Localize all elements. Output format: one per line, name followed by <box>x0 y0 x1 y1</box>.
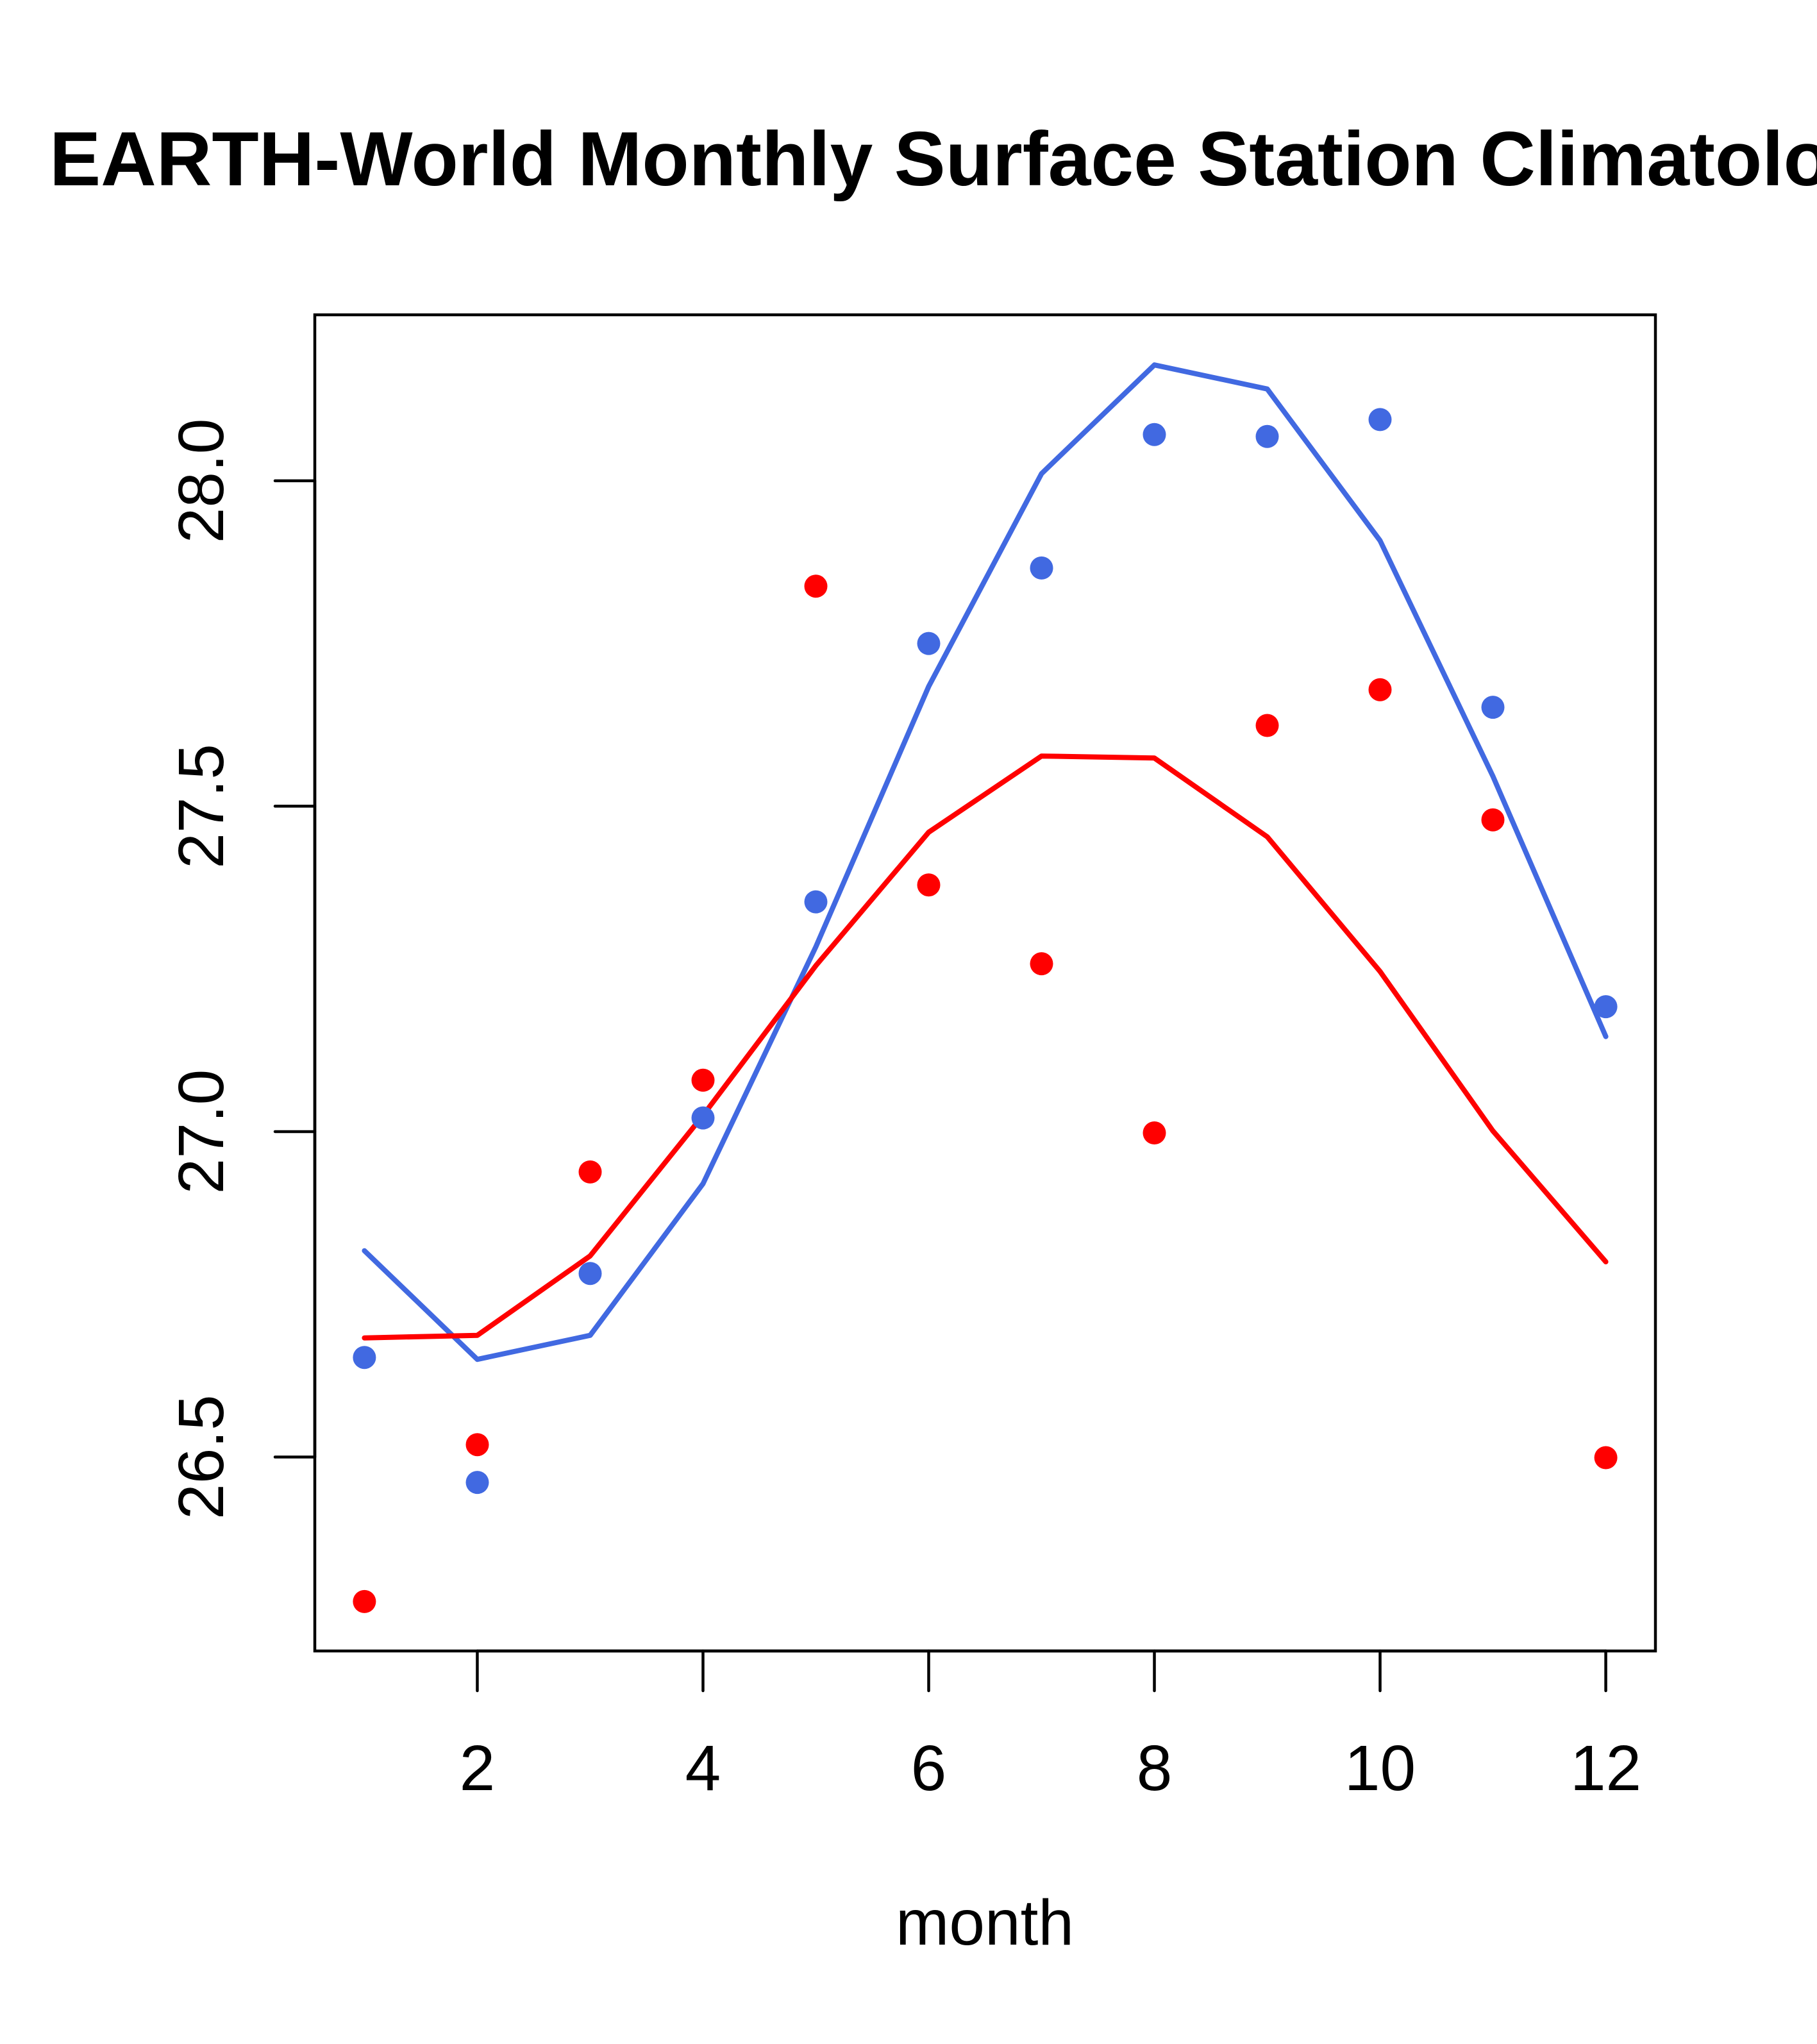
blue-point-11 <box>1481 696 1505 719</box>
blue-point-7 <box>1030 556 1053 580</box>
red-point-12 <box>1594 1446 1618 1470</box>
red-point-5 <box>804 574 828 598</box>
x-tick-label-6: 6 <box>911 1732 947 1804</box>
x-tick-label-2: 2 <box>460 1732 496 1804</box>
blue-point-9 <box>1255 424 1279 448</box>
y-axis: 26.5 27.0 27.5 28.0 <box>165 419 317 1520</box>
x-tick-label-4: 4 <box>685 1732 721 1804</box>
red-point-11 <box>1481 808 1505 832</box>
chart-title: EARTH-World Monthly Surface Station Clim… <box>49 116 1817 202</box>
red-point-8 <box>1143 1121 1166 1144</box>
y-tick-label-26.5: 26.5 <box>165 1395 237 1520</box>
x-tick-label-8: 8 <box>1137 1732 1173 1804</box>
red-point-1 <box>353 1589 376 1613</box>
x-tick-label-10: 10 <box>1344 1732 1416 1804</box>
blue-point-12 <box>1594 995 1618 1019</box>
red-point-6 <box>917 873 941 897</box>
red-line <box>362 753 1609 1341</box>
blue-point-4 <box>691 1106 715 1130</box>
x-axis: 2 4 6 8 10 12 <box>460 1649 1641 1804</box>
blue-point-5 <box>804 890 828 914</box>
x-axis-title: month <box>896 1887 1074 1959</box>
red-points <box>353 574 1618 1613</box>
y-tick-label-27.0: 27.0 <box>165 1069 237 1194</box>
red-point-3 <box>578 1160 602 1184</box>
blue-line <box>362 362 1609 1362</box>
blue-point-8 <box>1143 423 1166 446</box>
blue-point-1 <box>353 1346 376 1370</box>
plot-frame <box>313 313 1657 1653</box>
blue-point-6 <box>917 632 941 655</box>
red-point-9 <box>1255 714 1279 737</box>
red-point-4 <box>691 1068 715 1092</box>
blue-point-2 <box>465 1471 489 1495</box>
blue-points <box>353 408 1618 1495</box>
red-point-7 <box>1030 952 1053 976</box>
blue-point-3 <box>578 1262 602 1286</box>
plot-area <box>313 313 1657 1653</box>
series-layer <box>353 362 1618 1613</box>
red-point-10 <box>1368 678 1392 701</box>
red-point-2 <box>465 1433 489 1457</box>
y-tick-label-27.5: 27.5 <box>165 744 237 869</box>
blue-point-10 <box>1368 408 1392 431</box>
y-tick-label-28.0: 28.0 <box>165 419 237 544</box>
x-tick-label-12: 12 <box>1570 1732 1641 1804</box>
